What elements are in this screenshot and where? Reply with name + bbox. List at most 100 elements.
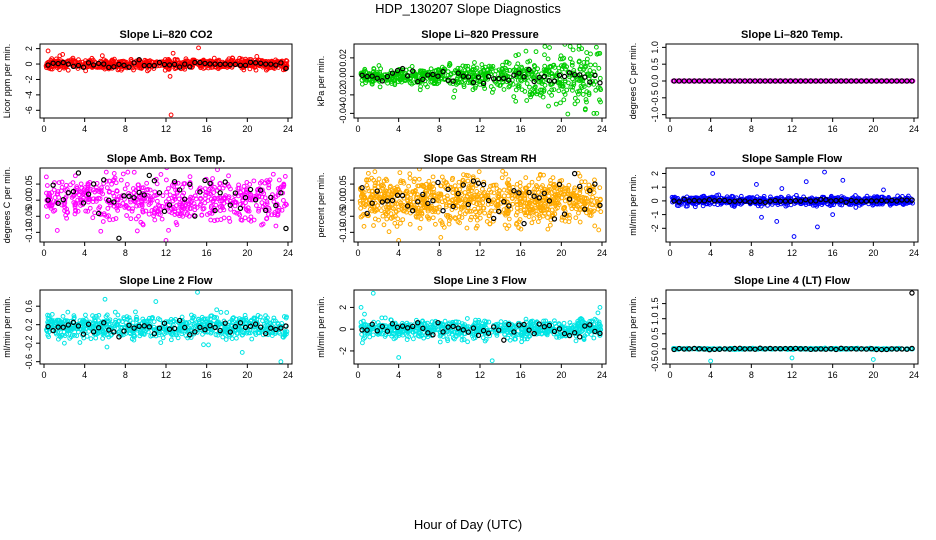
data-point	[98, 228, 104, 234]
data-point	[184, 206, 190, 211]
reference-point	[222, 179, 228, 185]
data-point	[516, 52, 521, 57]
data-point	[73, 59, 79, 65]
data-point	[539, 87, 545, 93]
data-point	[387, 205, 393, 211]
reference-point	[217, 327, 223, 334]
data-point	[124, 213, 130, 218]
data-point	[556, 65, 562, 71]
figure-title: HDP_130207 Slope Diagnostics	[375, 1, 561, 16]
data-point	[534, 211, 540, 217]
panel-title: Slope Amb. Box Temp.	[107, 153, 226, 165]
reference-point	[787, 198, 794, 205]
reference-point	[676, 78, 682, 84]
reference-point	[909, 197, 915, 203]
reference-point	[131, 60, 137, 66]
reference-point	[904, 197, 910, 203]
reference-point	[577, 183, 583, 190]
data-point	[179, 204, 185, 210]
data-point	[826, 78, 831, 84]
reference-point	[394, 192, 401, 198]
data-point	[506, 185, 512, 191]
outlier-point	[791, 234, 797, 239]
reference-point	[818, 78, 824, 84]
data-point	[482, 86, 488, 91]
reference-point	[721, 197, 728, 204]
data-point	[442, 198, 448, 203]
data-point	[260, 221, 266, 227]
data-point	[172, 196, 178, 202]
data-point	[104, 213, 110, 219]
data-point	[428, 71, 433, 77]
data-point	[595, 85, 601, 91]
data-point	[251, 315, 257, 321]
x-tick-label: 4	[396, 248, 401, 258]
data-point	[211, 198, 216, 203]
data-point	[412, 176, 418, 182]
data-point	[257, 314, 263, 320]
data-point	[201, 316, 206, 322]
data-point	[113, 317, 119, 323]
data-point	[152, 211, 157, 216]
reference-point	[90, 329, 97, 335]
data-point	[398, 178, 404, 184]
data-point	[179, 314, 185, 320]
data-point	[420, 201, 425, 206]
data-point	[470, 175, 476, 181]
data-point	[566, 69, 571, 75]
reference-point	[671, 198, 677, 204]
data-point	[78, 203, 83, 208]
reference-point	[65, 322, 72, 328]
data-point	[486, 63, 492, 69]
data-point	[242, 215, 248, 221]
data-point	[224, 310, 230, 315]
data-point	[265, 330, 271, 336]
reference-point	[496, 75, 502, 82]
data-point	[49, 311, 55, 317]
reference-point	[465, 74, 472, 80]
reference-point	[833, 197, 839, 204]
data-point	[104, 332, 110, 338]
data-point	[202, 196, 208, 202]
data-point	[479, 186, 485, 192]
reference-point	[777, 78, 784, 84]
data-point	[126, 190, 132, 196]
data-point	[114, 188, 120, 194]
data-point	[256, 208, 261, 214]
data-point	[518, 77, 523, 83]
data-point	[412, 190, 418, 196]
data-point	[529, 179, 535, 185]
reference-point	[187, 181, 193, 188]
reference-point	[197, 189, 203, 195]
data-point	[443, 213, 449, 218]
data-point	[267, 324, 273, 330]
reference-point	[485, 197, 492, 204]
outlier-point	[803, 179, 809, 185]
data-point	[571, 80, 577, 86]
y-axis-label: Licor ppm per min.	[2, 44, 12, 119]
data-point	[495, 202, 501, 207]
data-point	[126, 206, 132, 211]
data-point	[549, 207, 555, 213]
outlier-point	[102, 296, 108, 302]
data-point	[438, 183, 444, 189]
reference-point	[247, 323, 254, 329]
reference-point	[475, 74, 482, 80]
data-point	[262, 195, 268, 201]
data-point	[445, 212, 451, 218]
reference-point	[131, 194, 137, 201]
data-point	[282, 174, 288, 179]
data-point	[457, 76, 463, 82]
data-point	[134, 203, 140, 209]
data-point	[595, 206, 601, 212]
data-point	[151, 213, 157, 219]
data-point	[216, 319, 221, 325]
data-point	[160, 335, 166, 341]
data-point	[173, 330, 179, 336]
reference-point	[571, 72, 578, 78]
reference-point	[156, 325, 163, 331]
outlier-point	[523, 175, 529, 181]
y-tick-label: 0.00	[338, 68, 348, 86]
reference-point	[116, 235, 122, 241]
data-point	[815, 78, 821, 84]
